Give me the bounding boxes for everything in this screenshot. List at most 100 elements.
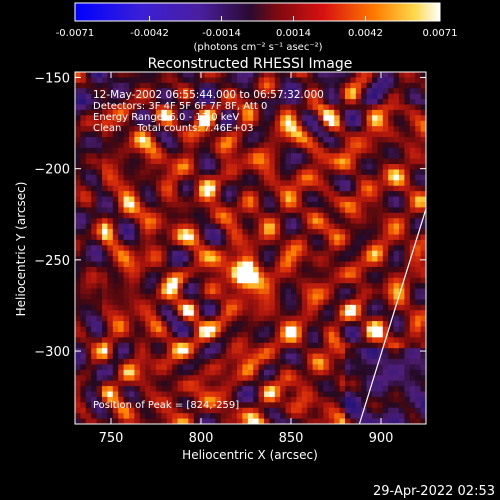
heatmap-cell: [274, 402, 281, 409]
heatmap-cell: [156, 359, 162, 366]
heatmap-cell: [264, 120, 270, 127]
heatmap-cell: [274, 261, 281, 268]
heatmap-cell: [123, 142, 130, 149]
heatmap-cell: [334, 266, 341, 273]
heatmap-cell: [118, 369, 125, 376]
heatmap-cell: [328, 93, 335, 100]
heatmap-cell: [226, 82, 233, 89]
heatmap-cell: [274, 364, 281, 371]
heatmap-cell: [231, 126, 238, 133]
heatmap-cell: [112, 72, 119, 79]
heatmap-cell: [123, 212, 130, 219]
heatmap-cell: [372, 223, 378, 230]
heatmap-cell: [280, 93, 287, 100]
heatmap-cell: [85, 99, 92, 106]
heatmap-cell: [204, 180, 211, 187]
heatmap-cell: [177, 212, 184, 219]
heatmap-cell: [166, 413, 173, 420]
heatmap-cell: [285, 294, 292, 301]
heatmap-cell: [372, 250, 378, 257]
heatmap-cell: [91, 359, 98, 366]
heatmap-cell: [361, 348, 368, 355]
heatmap-cell: [139, 196, 146, 203]
heatmap-cell: [388, 207, 395, 214]
heatmap-cell: [177, 234, 184, 241]
heatmap-cell: [350, 191, 357, 198]
heatmap-cell: [296, 353, 303, 360]
heatmap-cell: [161, 418, 168, 424]
heatmap-cell: [118, 147, 125, 154]
heatmap-cell: [296, 131, 303, 138]
heatmap-cell: [345, 359, 351, 366]
heatmap-cell: [420, 331, 426, 338]
heatmap-cell: [404, 207, 411, 214]
heatmap-cell: [355, 180, 362, 187]
heatmap-cell: [350, 82, 357, 89]
heatmap-cell: [161, 120, 168, 127]
heatmap-cell: [328, 131, 335, 138]
heatmap-cell: [350, 131, 357, 138]
heatmap-cell: [139, 77, 146, 84]
heatmap-cell: [96, 375, 103, 382]
heatmap-cell: [382, 359, 389, 366]
heatmap-cell: [226, 396, 233, 403]
heatmap-cell: [350, 326, 357, 333]
heatmap-cell: [118, 191, 125, 198]
heatmap-cell: [350, 304, 357, 311]
heatmap-cell: [361, 120, 368, 127]
heatmap-cell: [350, 72, 357, 79]
heatmap-cell: [339, 386, 346, 393]
heatmap-cell: [388, 277, 395, 284]
heatmap-cell: [204, 82, 211, 89]
heatmap-cell: [85, 418, 92, 424]
heatmap-cell: [420, 77, 426, 84]
heatmap-cell: [129, 396, 135, 403]
heatmap-cell: [409, 136, 416, 143]
heatmap-cell: [118, 109, 125, 116]
heatmap-cell: [96, 359, 103, 366]
heatmap-cell: [355, 418, 362, 424]
heatmap-cell: [242, 234, 249, 241]
heatmap-cell: [145, 353, 152, 360]
heatmap-cell: [328, 386, 335, 393]
heatmap-cell: [377, 223, 384, 230]
heatmap-cell: [75, 99, 81, 106]
heatmap-cell: [91, 109, 98, 116]
heatmap-cell: [382, 299, 389, 306]
heatmap-cell: [139, 239, 146, 246]
heatmap-cell: [134, 126, 141, 133]
heatmap-cell: [172, 299, 179, 306]
heatmap-cell: [129, 304, 135, 311]
heatmap-cell: [215, 396, 222, 403]
heatmap-cell: [204, 115, 211, 122]
heatmap-cell: [350, 407, 357, 414]
heatmap-cell: [237, 353, 243, 360]
heatmap-cell: [247, 174, 254, 181]
heatmap-cell: [210, 359, 216, 366]
heatmap-cell: [226, 126, 233, 133]
heatmap-cell: [210, 229, 216, 236]
heatmap-cell: [415, 359, 422, 366]
heatmap-cell: [377, 239, 384, 246]
heatmap-cell: [323, 180, 330, 187]
heatmap-cell: [420, 326, 426, 333]
heatmap-cell: [215, 229, 222, 236]
heatmap-cell: [193, 126, 200, 133]
heatmap-cell: [183, 223, 189, 230]
heatmap-cell: [280, 369, 287, 376]
heatmap-cell: [307, 245, 314, 252]
heatmap-cell: [129, 402, 135, 409]
colorbar-tick-label: -0.0071: [56, 28, 95, 39]
heatmap-cell: [388, 120, 395, 127]
heatmap-cell: [399, 375, 405, 382]
heatmap-cell: [274, 250, 281, 257]
heatmap-cell: [112, 153, 119, 160]
heatmap-cell: [237, 164, 243, 171]
heatmap-cell: [215, 109, 222, 116]
heatmap-cell: [307, 136, 314, 143]
heatmap-cell: [139, 212, 146, 219]
heatmap-cell: [188, 131, 195, 138]
heatmap-cell: [156, 337, 162, 344]
heatmap-cell: [296, 288, 303, 295]
heatmap-cell: [420, 418, 426, 424]
